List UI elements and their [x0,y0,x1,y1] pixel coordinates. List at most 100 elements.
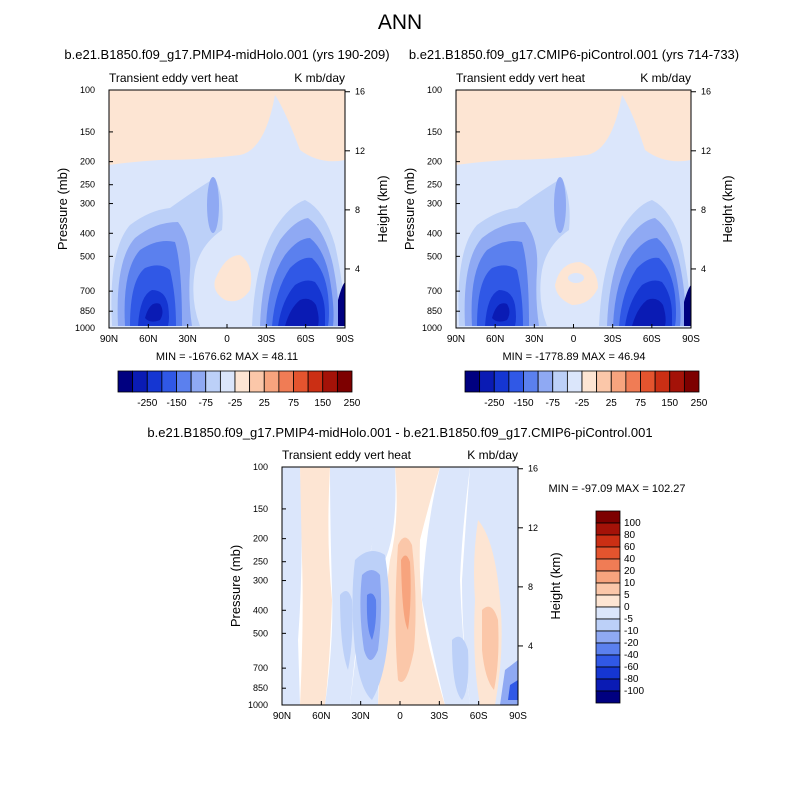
y-tick-label: 100 [253,462,268,472]
colorbar-label: 250 [691,398,708,409]
colorbar-label: 25 [606,398,618,409]
panel-2-title: b.e21.B1850.f09_g17.CMIP6-piControl.001 … [409,47,739,62]
colorbar-swatch [161,370,177,393]
x-tick-label: 30S [604,334,622,345]
colorbar-swatch [190,370,207,393]
x-tick-label: 0 [571,334,577,345]
colorbar-swatch [523,370,539,393]
colorbar-swatch [307,370,324,393]
panel-3-band-1 [282,467,302,705]
panel-2-xaxis: 90N 60N 30N 0 30S 60S 90S [447,324,700,345]
panel-3: b.e21.B1850.f09_g17.PMIP4-midHolo.001 - … [147,425,685,722]
colorbar-label: -150 [513,398,533,409]
x-tick-label: 60N [139,334,157,345]
colorbar-swatch [595,582,621,596]
y-tick-label: 500 [80,251,95,261]
panel-3-ylabel: Pressure (mb) [228,545,243,627]
colorbar-label: 100 [624,518,641,529]
y-tick-label: 500 [427,251,442,261]
colorbar-label: 150 [314,398,331,409]
y-tick-label: 300 [253,576,268,586]
panel-3-sh-pos-1 [482,606,499,690]
x-tick-label: 60S [297,334,315,345]
height-tick-label: 12 [528,523,538,533]
panel-3-min-max: MIN = -97.09 MAX = 102.27 [549,483,686,495]
colorbar-swatch [566,370,583,393]
panel-1-min-max: MIN = -1676.62 MAX = 48.11 [156,351,298,363]
colorbar-swatch [464,370,481,393]
panel-1-nh-upper-lobe [207,177,219,233]
panel-3-left-label: Transient eddy vert heat [282,448,412,462]
colorbar-swatch [595,654,621,668]
colorbar-label: 40 [624,554,636,565]
colorbar-label: -40 [624,650,639,661]
colorbar-swatch [132,370,148,393]
colorbar-label: 25 [259,398,271,409]
panel-3-right-label: K mb/day [467,448,518,462]
panel-3-nh-neg-4 [340,591,353,670]
colorbar-swatch [205,370,221,393]
x-tick-label: 30S [257,334,275,345]
panel-1-height-axis: 4 8 12 16 [345,87,365,274]
panel-2-min-max: MIN = -1778.89 MAX = 46.94 [502,351,645,363]
colorbar-swatch [595,642,621,656]
y-tick-label: 850 [427,306,442,316]
panel-1-sh-edge [338,282,345,326]
colorbar-swatch [595,510,621,524]
panel-3-xaxis: 90N 60N 30N 0 30S 60S 90S [273,701,527,722]
colorbar-swatch [625,370,641,393]
colorbar-label: -20 [624,638,639,649]
colorbar-label: -80 [624,674,639,685]
panel-1: b.e21.B1850.f09_g17.PMIP4-midHolo.001 (y… [55,47,390,409]
colorbar-swatch [640,370,656,393]
height-tick-label: 8 [528,582,533,592]
colorbar-swatch [336,370,353,393]
x-tick-label: 0 [397,711,403,722]
panel-2: b.e21.B1850.f09_g17.CMIP6-piControl.001 … [402,47,739,409]
colorbar-label: 75 [635,398,647,409]
y-tick-label: 250 [253,557,268,567]
x-tick-label: 30S [430,711,448,722]
colorbar-label: -25 [575,398,590,409]
height-tick-label: 12 [355,146,365,156]
colorbar-swatch [176,370,192,393]
panel-2-colorbar: -250 -150 -75 -25 25 75 150 250 [464,370,708,409]
colorbar-label: 5 [624,590,630,601]
y-tick-label: 200 [80,157,95,167]
y-tick-label: 150 [427,127,442,137]
y-tick-label: 250 [80,180,95,190]
panel-3-sh-edge-2 [508,680,518,700]
y-tick-label: 200 [253,534,268,544]
y-tick-label: 1000 [248,700,268,710]
y-tick-label: 850 [80,306,95,316]
colorbar-label: -75 [546,398,561,409]
colorbar-swatch [595,618,621,632]
colorbar-swatch [249,370,265,393]
y-tick-label: 150 [80,127,95,137]
panel-1-xaxis: 90N 60N 30N 0 30S 60S 90S [100,324,354,345]
y-tick-label: 700 [80,286,95,296]
y-tick-label: 700 [427,286,442,296]
colorbar-swatch [595,534,621,548]
colorbar-label: 60 [624,542,636,553]
panel-2-upper-positive [456,90,691,165]
colorbar-swatch [493,370,510,393]
height-tick-label: 8 [355,205,360,215]
panel-2-nh-upper-lobe [554,177,566,233]
panel-2-sh-level-6 [632,298,666,326]
panel-3-yaxis: 100 150 200 250 300 400 500 700 850 1000 [248,462,286,710]
panel-1-sh-level-6 [285,298,319,326]
panel-1-ylabel: Pressure (mb) [55,168,70,250]
colorbar-swatch [278,370,294,393]
colorbar-label: -25 [228,398,243,409]
colorbar-label: -10 [624,626,639,637]
x-tick-label: 60N [486,334,504,345]
height-tick-label: 4 [701,264,706,274]
colorbar-swatch [263,370,280,393]
height-tick-label: 16 [355,87,365,97]
panel-2-equator-dip [568,273,584,283]
height-tick-label: 16 [701,87,711,97]
panel-1-nh-level-6 [145,303,163,322]
colorbar-swatch [508,370,524,393]
